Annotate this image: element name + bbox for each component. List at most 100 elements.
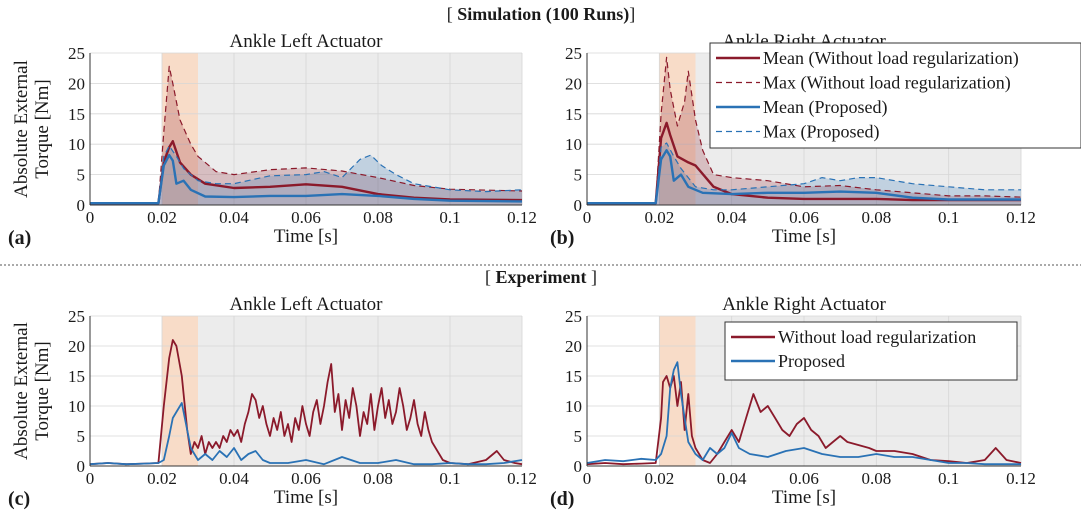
x-tick-label: 0 [583,469,592,488]
x-tick-label: 0.08 [363,469,393,488]
series-line [587,142,1021,204]
y-tick-label: 15 [565,105,582,124]
y-tick-label: 25 [68,44,85,63]
post-impact-region [198,316,522,466]
panel-label: (d) [550,488,574,510]
x-axis-label: Time [s] [772,487,836,508]
y-tick-label: 20 [68,337,85,356]
post-impact-region [198,53,522,205]
y-tick-label: 25 [565,44,582,63]
x-tick-label: 0.1 [439,208,460,227]
y-tick-label: 15 [565,367,582,386]
y-tick-label: 0 [77,196,86,215]
svg-text:[ Experiment ]: [ Experiment ] [485,267,597,287]
x-tick-label: 0 [86,208,95,227]
series-line [90,139,523,205]
max-envelope-band [90,146,522,205]
x-tick-label: 0.12 [1006,208,1036,227]
panel-title: Ankle Left Actuator [229,294,383,315]
simulation-section-title: [ Simulation (100 Runs)] [447,4,636,25]
legend-box [724,321,1018,381]
experiment-section-title: [ Experiment ] [485,267,597,287]
y-tick-label: 10 [565,135,582,154]
x-tick-label: 0.08 [363,208,393,227]
x-tick-label: 0.12 [1006,469,1036,488]
y-tick-label: 25 [68,307,85,326]
svg-text:[ Simulation (100 Runs)]: [ Simulation (100 Runs)] [447,4,636,25]
chart-panel-2: 0 5 10 15 20 25 0 0.02 0.04 0.06 0.08 0.1 0.12 Ankle … [8,294,537,510]
y-tick-label: 15 [68,367,85,386]
panel-label: (a) [8,227,31,249]
series-line [89,339,523,466]
x-tick-label: 0.02 [644,469,674,488]
legend-label: Max (Proposed) [763,122,879,143]
series-line [587,56,1022,204]
legend-label: Mean (Without load regularization) [763,48,1019,69]
x-axis-label: Time [s] [274,487,338,508]
y-axis-label: Absolute ExternalTorque [Nm] [11,60,53,198]
y-tick-label: 0 [574,457,583,476]
y-tick-label: 20 [565,74,582,93]
panel-label: (b) [550,227,574,249]
x-tick-label: 0 [583,208,592,227]
x-tick-label: 0.08 [861,208,891,227]
x-tick-label: 0.04 [219,208,249,227]
y-tick-label: 5 [77,427,86,446]
x-tick-label: 0.02 [644,208,674,227]
legend-label: Max (Without load regularization) [763,73,1011,94]
x-tick-label: 0.1 [938,469,959,488]
x-axis-label: Time [s] [772,226,836,247]
series-line [90,145,523,204]
x-tick-label: 0.1 [938,208,959,227]
x-tick-label: 0.12 [507,208,537,227]
x-tick-label: 0 [86,469,95,488]
legend-label: Mean (Proposed) [763,97,887,118]
x-tick-label: 0.08 [861,469,891,488]
panel-title: Ankle Right Actuator [722,294,886,315]
x-tick-label: 0.06 [291,208,321,227]
y-axis-label: Absolute ExternalTorque [Nm] [11,322,53,460]
x-tick-label: 0.02 [147,469,177,488]
y-tick-label: 5 [77,166,86,185]
y-tick-label: 10 [68,135,85,154]
x-tick-label: 0.12 [507,469,537,488]
y-tick-label: 10 [565,397,582,416]
x-tick-label: 0.06 [291,469,321,488]
max-envelope-band [90,66,522,206]
y-tick-label: 25 [565,307,582,326]
series-line [586,361,1021,466]
x-tick-label: 0.04 [219,469,249,488]
series-line [89,402,523,466]
series-line [90,65,523,204]
x-tick-label: 0.04 [717,469,747,488]
x-axis-label: Time [s] [274,226,338,247]
panel-label: (c) [8,488,30,510]
y-tick-label: 0 [574,196,583,215]
legend: Mean (Without load regularization) Max (W… [709,42,1081,149]
series-line [90,153,523,205]
x-tick-label: 0.06 [789,208,819,227]
series-line [587,121,1021,205]
x-tick-label: 0.04 [717,208,747,227]
y-tick-label: 10 [68,397,85,416]
y-tick-label: 15 [68,105,85,124]
legend: Without load regularization Proposed [724,321,1018,381]
x-tick-label: 0.02 [147,208,177,227]
y-tick-label: 5 [574,427,583,446]
y-tick-label: 5 [574,166,583,185]
legend-label: Proposed [778,351,845,371]
y-tick-label: 20 [565,337,582,356]
y-tick-label: 20 [68,74,85,93]
chart-panel-0: 0 5 10 15 20 25 0 0.02 0.04 0.06 0.08 0.1 0.12 Ankle … [8,31,537,249]
chart-panel-3: 0 5 10 15 20 25 0 0.02 0.04 0.06 0.08 0.1 0.12 Ankle … [550,294,1036,510]
x-tick-label: 0.1 [439,469,460,488]
y-tick-label: 0 [77,457,86,476]
max-envelope-band [587,57,1021,205]
panel-title: Ankle Left Actuator [229,31,383,52]
x-tick-label: 0.06 [789,469,819,488]
legend-box [709,42,1081,149]
series-line [587,149,1021,205]
legend-label: Without load regularization [778,327,976,347]
